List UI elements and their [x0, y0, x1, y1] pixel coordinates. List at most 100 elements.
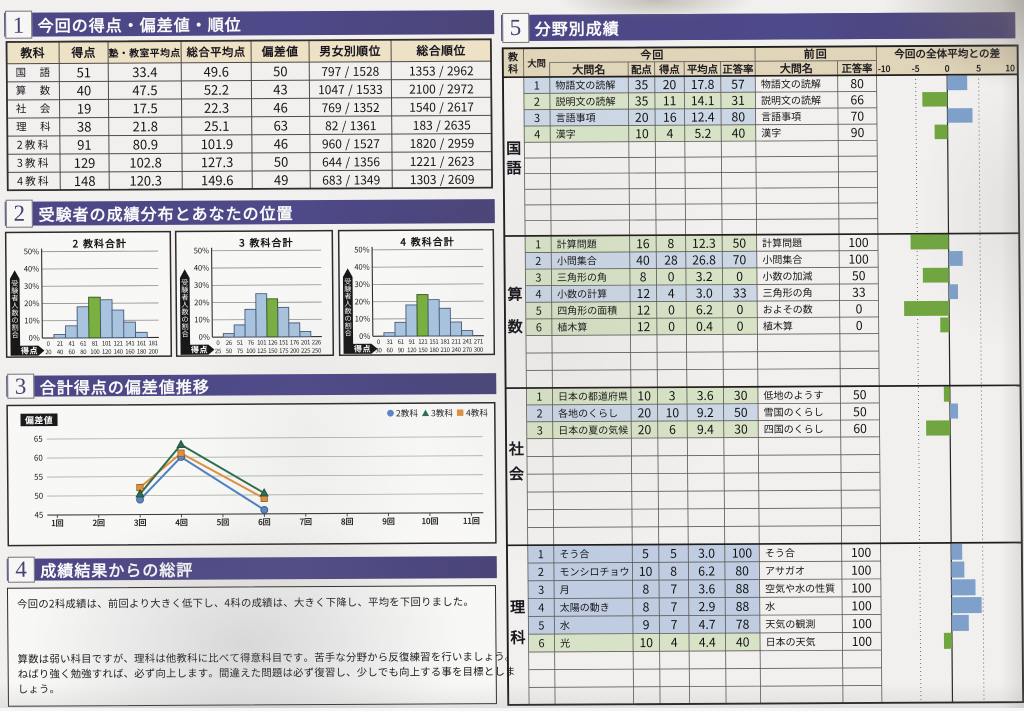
svg-text:8: 8	[642, 597, 649, 615]
svg-text:3.0: 3.0	[695, 283, 712, 301]
svg-text:14.1: 14.1	[690, 91, 714, 109]
svg-text:10回: 10回	[422, 515, 439, 526]
svg-text:1: 1	[536, 389, 542, 405]
svg-text:120.3: 120.3	[130, 170, 163, 189]
svg-text:20: 20	[637, 403, 651, 421]
svg-text:22.3: 22.3	[204, 97, 229, 116]
svg-text:-5: -5	[911, 63, 919, 75]
svg-text:102.8: 102.8	[130, 152, 163, 171]
svg-text:149.6: 149.6	[201, 170, 234, 189]
svg-text:3教科: 3教科	[17, 154, 51, 170]
svg-text:大問名: 大問名	[779, 60, 812, 76]
svg-text:50: 50	[34, 490, 44, 501]
svg-text:語: 語	[40, 65, 51, 80]
svg-text:50: 50	[852, 385, 866, 403]
svg-text:月: 月	[559, 581, 569, 596]
svg-text:33.4: 33.4	[132, 62, 157, 81]
svg-text:四国のくらし: 四国のくらし	[763, 420, 823, 435]
svg-text:20: 20	[45, 348, 52, 357]
svg-text:50: 50	[226, 347, 233, 356]
svg-text:49: 49	[274, 169, 289, 188]
svg-text:20: 20	[637, 420, 651, 438]
svg-text:四角形の面積: 四角形の面積	[557, 302, 617, 317]
svg-text:6: 6	[535, 319, 541, 335]
svg-text:7: 7	[670, 615, 677, 633]
svg-text:5.2: 5.2	[694, 124, 711, 142]
svg-text:4: 4	[538, 600, 544, 616]
svg-text:社: 社	[507, 438, 523, 459]
svg-text:3.2: 3.2	[695, 267, 712, 285]
svg-text:数: 数	[506, 316, 523, 337]
svg-text:植木算: 植木算	[762, 317, 792, 332]
svg-text:30: 30	[733, 386, 747, 404]
svg-text:65: 65	[34, 433, 43, 444]
svg-text:3: 3	[668, 386, 675, 404]
svg-text:会: 会	[40, 101, 51, 116]
svg-text:30: 30	[375, 346, 382, 355]
svg-text:言語事項: 言語事項	[555, 109, 595, 124]
svg-text:5: 5	[538, 617, 544, 633]
svg-text:4: 4	[534, 126, 540, 142]
svg-text:得点: 得点	[658, 61, 680, 76]
svg-text:日本の夏の気候: 日本の夏の気候	[558, 421, 628, 436]
svg-text:50: 50	[273, 61, 288, 80]
svg-text:100: 100	[851, 561, 872, 579]
svg-text:40%: 40%	[354, 262, 370, 273]
svg-text:200: 200	[290, 346, 300, 355]
svg-text:男女別順位: 男女別順位	[320, 42, 382, 59]
svg-text:3.0: 3.0	[697, 544, 714, 562]
svg-text:-10: -10	[877, 63, 890, 75]
svg-text:140: 140	[113, 347, 123, 356]
svg-text:12: 12	[636, 300, 650, 318]
svg-text:250: 250	[312, 346, 322, 355]
svg-text:225: 225	[301, 346, 311, 355]
svg-text:5: 5	[535, 303, 541, 319]
svg-text:合: 合	[182, 330, 189, 340]
svg-text:3.6: 3.6	[696, 386, 713, 404]
svg-text:正答率: 正答率	[722, 61, 754, 76]
svg-text:60: 60	[853, 419, 867, 437]
svg-text:50%: 50%	[194, 246, 210, 257]
svg-text:11: 11	[662, 91, 676, 109]
svg-text:31: 31	[731, 91, 745, 109]
svg-text:算: 算	[507, 283, 522, 304]
svg-text:各地のくらし: 各地のくらし	[558, 405, 618, 420]
svg-text:雪国のくらし: 雪国のくらし	[763, 403, 823, 418]
svg-text:90: 90	[397, 346, 404, 355]
svg-text:2.9: 2.9	[698, 597, 715, 615]
svg-text:150: 150	[418, 345, 428, 354]
svg-text:0.4: 0.4	[696, 317, 713, 335]
svg-text:4 教科合計: 4 教科合計	[399, 234, 454, 249]
svg-text:塾・教室平均点: 塾・教室平均点	[109, 45, 181, 59]
svg-text:2教科: 2教科	[396, 407, 418, 419]
svg-text:8回: 8回	[341, 516, 354, 527]
svg-text:52.2: 52.2	[204, 79, 229, 98]
svg-text:960 / 1527: 960 / 1527	[322, 135, 380, 152]
svg-text:大問: 大問	[527, 55, 546, 69]
svg-text:9: 9	[642, 615, 649, 633]
svg-text:1: 1	[535, 236, 541, 252]
svg-text:得点: 得点	[20, 346, 38, 357]
svg-text:三角形の角: 三角形の角	[556, 269, 606, 284]
svg-text:漢字: 漢字	[761, 124, 781, 139]
svg-text:43: 43	[273, 79, 288, 98]
svg-text:1353 / 2962: 1353 / 2962	[409, 62, 474, 79]
svg-text:10: 10	[637, 386, 651, 404]
svg-text:モンシロチョウ: モンシロチョウ	[559, 563, 629, 578]
svg-text:45: 45	[34, 509, 43, 520]
svg-text:21.8: 21.8	[133, 116, 158, 135]
svg-text:183 / 2635: 183 / 2635	[413, 116, 471, 133]
svg-text:8: 8	[667, 234, 674, 252]
svg-text:25: 25	[215, 347, 222, 356]
svg-text:40: 40	[731, 123, 745, 141]
svg-text:総合平均点: 総合平均点	[186, 44, 246, 60]
svg-text:科: 科	[507, 60, 518, 75]
svg-text:80: 80	[80, 347, 87, 356]
svg-text:78: 78	[735, 615, 749, 633]
svg-text:3 教科合計: 3 教科合計	[239, 235, 293, 250]
svg-text:60: 60	[386, 346, 393, 355]
svg-text:総合順位: 総合順位	[416, 41, 466, 58]
svg-text:植木算: 植木算	[557, 319, 587, 334]
svg-text:太陽の動き: 太陽の動き	[559, 599, 609, 614]
svg-text:物語文の読解: 物語文の読解	[760, 75, 820, 90]
